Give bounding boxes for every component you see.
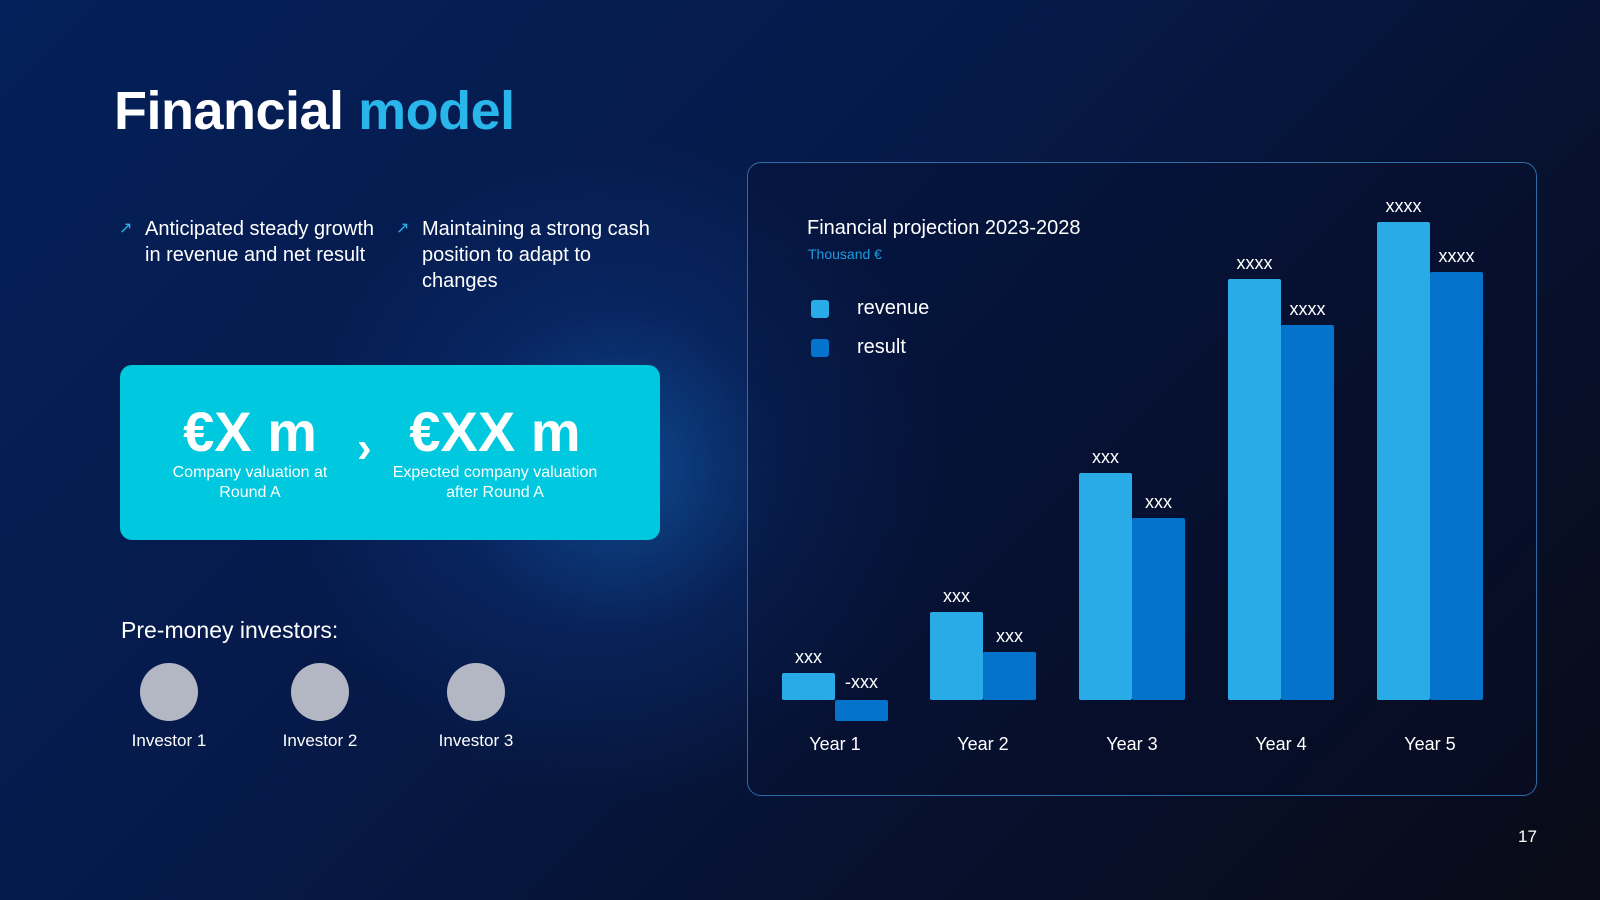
current-valuation-value: €X m [183,400,317,463]
chevron-right-icon: › [357,423,372,472]
investor-label: Investor 1 [131,731,207,750]
legend-label: result [857,336,906,358]
page-title: Financial model [114,80,515,142]
title-main: Financial [114,81,344,141]
investor-avatar [140,663,198,721]
investor-1: Investor 1 [119,663,219,751]
expected-valuation-value: €XX m [409,400,581,463]
bullet-growth: ↗ Anticipated steady growth in revenue an… [119,216,395,268]
investor-avatar [447,663,505,721]
investor-label: Investor 2 [282,731,358,750]
investor-3: Investor 3 [426,663,526,751]
bullet-cash: ↗ Maintaining a strong cash position to a… [396,216,672,294]
bullet-text: Anticipated steady growth in revenue and… [145,218,375,266]
arrow-up-right-icon: ↗ [396,220,410,237]
investor-avatar [291,663,349,721]
expected-valuation: €XX m Expected company valuation after R… [390,401,600,503]
investors-heading: Pre-money investors: [121,617,339,643]
chart-title: Financial projection 2023-2028 [807,217,1081,239]
legend-label: revenue [857,297,930,319]
legend-revenue: revenue [811,297,929,320]
bullet-text: Maintaining a strong cash position to ad… [422,218,650,292]
investor-2: Investor 2 [270,663,370,751]
current-valuation: €X m Company valuation at Round A [160,401,340,503]
investor-label: Investor 3 [438,731,514,750]
title-accent: model [358,81,515,141]
valuation-box: €X m Company valuation at Round A › €XX … [120,365,660,540]
legend-result: result [811,336,906,359]
page-number: 17 [1518,827,1537,846]
expected-valuation-label: Expected company valuation after Round A [392,464,598,501]
current-valuation-label: Company valuation at Round A [172,464,328,501]
arrow-up-right-icon: ↗ [119,220,133,237]
legend-swatch [811,338,829,357]
legend-swatch [811,299,829,318]
chart-subtitle: Thousand € [808,246,882,262]
